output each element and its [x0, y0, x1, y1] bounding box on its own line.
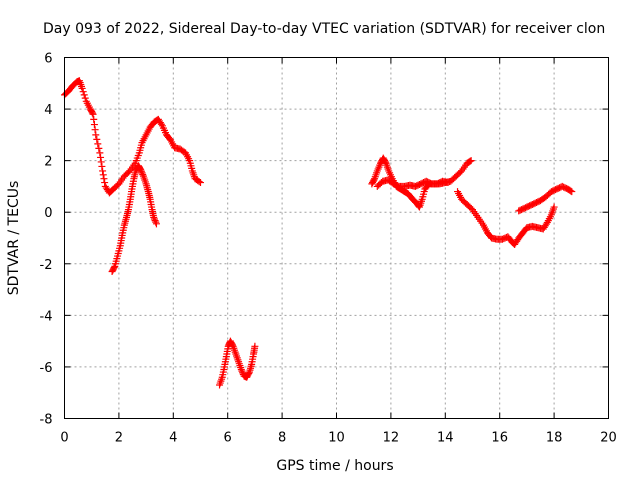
data-point [228, 341, 236, 349]
x-tick-label: 2 [115, 431, 123, 446]
x-tick-label: 6 [224, 431, 232, 446]
series-track-3 [216, 337, 259, 389]
data-point [99, 167, 107, 175]
data-point [150, 215, 158, 223]
data-point [94, 140, 102, 148]
data-point [95, 144, 103, 152]
series-track-5 [373, 176, 452, 190]
x-tick-labels: 0 2 4 6 8 10 12 14 16 18 20 [60, 431, 616, 446]
data-points-layer [61, 77, 576, 389]
data-point [197, 179, 204, 187]
data-point [89, 110, 97, 118]
y-axis-title: SDTVAR / TECUs [6, 181, 22, 296]
data-point [90, 121, 98, 129]
data-point [99, 171, 107, 179]
data-point [238, 367, 246, 375]
x-tick-label: 16 [491, 431, 508, 446]
x-tick-label: 10 [328, 431, 345, 446]
y-tick-label: -2 [40, 258, 53, 273]
y-tick-label: -6 [40, 361, 53, 376]
data-point [92, 131, 100, 139]
data-point [139, 171, 147, 179]
data-point [466, 157, 474, 165]
data-point [110, 264, 118, 272]
chart-title: Day 093 of 2022, Sidereal Day-to-day VTE… [43, 21, 605, 37]
data-point [568, 188, 576, 196]
series-track-1 [61, 77, 204, 197]
data-point [98, 162, 106, 170]
y-tick-label: 2 [44, 155, 52, 170]
x-tick-label: 0 [60, 431, 68, 446]
data-point [91, 126, 99, 134]
data-point [78, 84, 86, 92]
data-point [138, 169, 146, 177]
data-point [251, 342, 259, 350]
series-track-7 [515, 182, 576, 215]
data-point [370, 176, 378, 184]
data-point [101, 179, 109, 187]
series-track-6 [454, 188, 558, 248]
data-point [152, 220, 160, 228]
x-tick-label: 4 [169, 431, 177, 446]
y-tick-label: 6 [44, 52, 52, 67]
data-point [467, 157, 475, 165]
x-tick-label: 14 [437, 431, 454, 446]
x-tick-label: 18 [546, 431, 563, 446]
data-point [150, 213, 158, 221]
x-tick-label: 20 [600, 431, 617, 446]
y-tick-labels: -8 -6 -4 -2 0 2 4 6 [40, 52, 53, 428]
data-point [137, 167, 145, 175]
data-point [97, 158, 105, 166]
data-point [567, 187, 575, 195]
y-tick-label: -8 [40, 413, 53, 428]
data-point [444, 179, 452, 187]
y-tick-label: 4 [44, 103, 52, 118]
y-tick-label: 0 [44, 206, 52, 221]
data-point [381, 158, 389, 166]
y-tick-label: -4 [40, 309, 53, 324]
data-point [550, 203, 558, 211]
data-point [542, 220, 550, 228]
data-point [88, 109, 96, 117]
x-tick-label: 12 [383, 431, 400, 446]
x-axis-title: GPS time / hours [276, 458, 393, 474]
series-track-2 [108, 162, 160, 276]
data-point [96, 149, 104, 157]
grid-layer [64, 57, 609, 419]
data-point [81, 94, 89, 102]
data-point [245, 369, 253, 377]
data-point [97, 153, 105, 161]
data-point [239, 369, 247, 377]
data-point [237, 366, 245, 374]
data-point [90, 115, 98, 123]
data-point [157, 120, 165, 128]
plot-frame [64, 57, 609, 419]
data-point [79, 88, 87, 96]
data-point [80, 91, 88, 99]
x-tick-label: 8 [278, 431, 286, 446]
data-point [152, 218, 160, 226]
data-point [151, 217, 159, 225]
data-point [137, 166, 145, 174]
data-point [100, 175, 108, 183]
data-point [93, 135, 101, 143]
data-point [195, 178, 203, 186]
